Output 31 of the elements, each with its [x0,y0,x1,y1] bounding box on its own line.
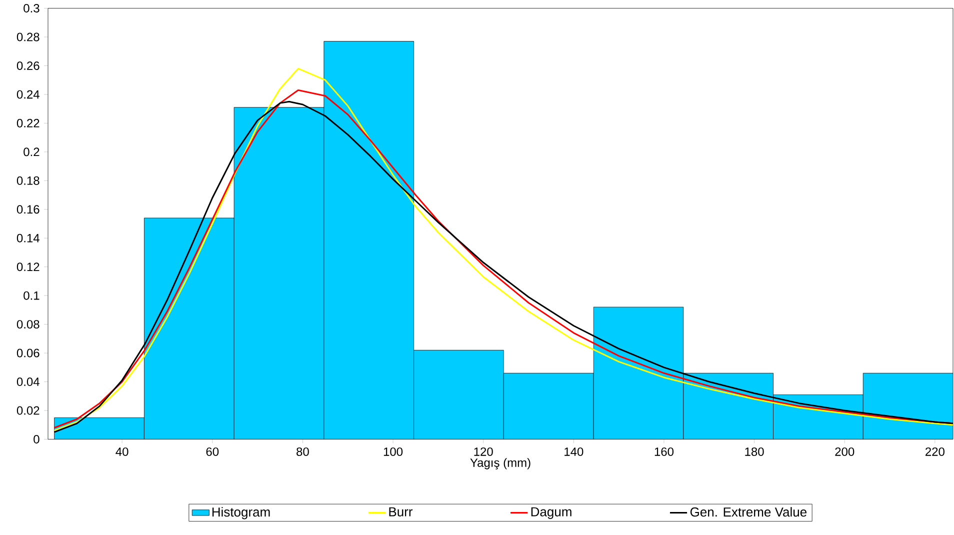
x-tick-label: 60 [206,447,219,456]
y-tick-label: 0.04 [16,377,40,386]
y-tick-label: 0.2 [24,148,40,156]
y-tick-label: 0.08 [16,320,40,328]
x-tick-label: 120 [474,447,493,456]
y-tick-label: 0.22 [16,118,40,128]
x-tick-label: 140 [564,447,584,456]
legend-label: Histogram [212,506,270,520]
y-tick-label: 0.18 [16,176,40,185]
x-tick-label: 160 [654,447,674,456]
y-tick-label: 0.28 [16,32,40,42]
x-tick-label: 180 [745,447,764,456]
y-tick-label: 0.12 [16,262,40,271]
x-tick-label: 100 [384,447,403,456]
y-tick-label: 0.16 [16,205,40,214]
legend-label: Dagum [531,507,572,519]
y-tick-label: 0.14 [16,234,40,242]
y-tick-label: 0.26 [16,61,40,70]
y-tick-label: 0.3 [24,4,40,12]
x-tick-label: 200 [835,447,854,456]
y-tick-label: 0.06 [16,348,40,358]
y-tick-label: 0.02 [16,406,40,415]
y-tick-label: 0 [34,434,40,444]
legend-label: Burr [389,507,413,516]
x-tick-label: 220 [926,447,944,456]
y-tick-label: 0.24 [16,90,40,99]
x-axis-title: Yagış (mm) [470,458,530,470]
x-tick-label: 40 [116,447,128,456]
y-tick-label: 0.1 [24,291,40,300]
legend-label: Gen. Extreme Value [690,506,807,517]
x-tick-label: 80 [296,447,309,456]
